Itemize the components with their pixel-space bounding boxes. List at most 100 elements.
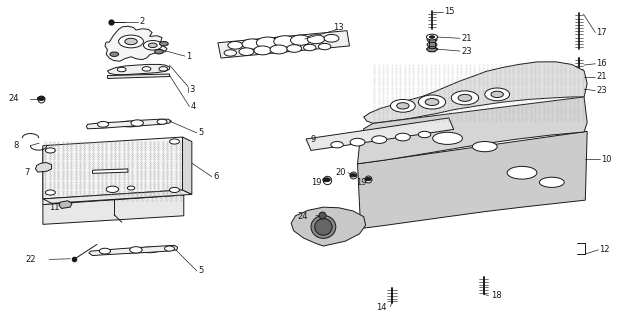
- Circle shape: [239, 48, 254, 55]
- Text: 21: 21: [461, 34, 471, 43]
- Circle shape: [45, 148, 55, 153]
- Polygon shape: [89, 245, 177, 256]
- Circle shape: [397, 103, 409, 109]
- Ellipse shape: [472, 141, 497, 152]
- Text: 4: 4: [190, 102, 196, 111]
- Text: 17: 17: [596, 28, 607, 37]
- Ellipse shape: [507, 166, 537, 179]
- Text: 14: 14: [376, 303, 387, 312]
- Circle shape: [451, 91, 478, 105]
- Polygon shape: [105, 26, 167, 61]
- Text: 24: 24: [297, 212, 308, 221]
- Circle shape: [130, 247, 142, 253]
- Polygon shape: [427, 47, 438, 52]
- Circle shape: [98, 122, 109, 127]
- Polygon shape: [364, 62, 587, 123]
- Circle shape: [170, 139, 179, 144]
- Text: 7: 7: [24, 168, 30, 177]
- Polygon shape: [573, 87, 585, 92]
- Circle shape: [323, 178, 330, 182]
- Circle shape: [106, 186, 119, 193]
- Text: 19: 19: [311, 178, 322, 187]
- Circle shape: [430, 36, 435, 38]
- Ellipse shape: [311, 215, 336, 238]
- Circle shape: [256, 37, 279, 49]
- Circle shape: [270, 45, 287, 54]
- Circle shape: [160, 42, 169, 46]
- Circle shape: [485, 88, 509, 101]
- Polygon shape: [306, 118, 453, 150]
- Circle shape: [331, 141, 343, 148]
- Circle shape: [149, 43, 157, 48]
- Text: 19: 19: [356, 178, 366, 187]
- Circle shape: [254, 46, 271, 55]
- Text: 5: 5: [198, 266, 203, 276]
- Circle shape: [118, 67, 126, 72]
- Ellipse shape: [433, 132, 462, 144]
- Circle shape: [425, 99, 439, 106]
- Polygon shape: [93, 169, 128, 173]
- Text: 21: 21: [596, 72, 607, 81]
- Polygon shape: [43, 137, 182, 199]
- Circle shape: [290, 35, 310, 45]
- Circle shape: [119, 35, 144, 48]
- Text: 3: 3: [189, 85, 195, 94]
- Circle shape: [324, 35, 339, 42]
- Text: 6: 6: [213, 172, 218, 181]
- Polygon shape: [59, 201, 72, 208]
- Polygon shape: [218, 31, 350, 58]
- Text: 10: 10: [601, 155, 611, 164]
- Circle shape: [427, 34, 438, 40]
- Circle shape: [350, 174, 356, 177]
- Polygon shape: [86, 119, 172, 129]
- Circle shape: [142, 67, 151, 71]
- Circle shape: [287, 45, 302, 52]
- Circle shape: [159, 67, 168, 71]
- Text: 24: 24: [8, 94, 19, 103]
- Circle shape: [100, 248, 111, 254]
- Circle shape: [458, 94, 471, 101]
- Ellipse shape: [315, 219, 332, 235]
- Circle shape: [110, 52, 119, 56]
- Circle shape: [242, 39, 262, 49]
- Circle shape: [304, 44, 316, 51]
- Text: 23: 23: [461, 46, 472, 56]
- Polygon shape: [43, 195, 183, 224]
- Ellipse shape: [140, 247, 160, 253]
- Polygon shape: [43, 139, 183, 204]
- Text: 2: 2: [140, 17, 145, 26]
- Circle shape: [131, 120, 144, 126]
- Text: 23: 23: [596, 86, 607, 95]
- Text: 1: 1: [186, 52, 192, 60]
- Text: 11: 11: [49, 203, 60, 212]
- Circle shape: [350, 138, 365, 146]
- Circle shape: [144, 41, 162, 50]
- Text: 18: 18: [491, 291, 501, 300]
- Circle shape: [318, 44, 331, 50]
- Circle shape: [419, 95, 446, 109]
- Circle shape: [419, 131, 431, 138]
- Polygon shape: [291, 207, 366, 246]
- Circle shape: [170, 188, 179, 193]
- Polygon shape: [358, 131, 587, 228]
- Text: 22: 22: [26, 255, 36, 264]
- Circle shape: [128, 186, 135, 190]
- Circle shape: [427, 37, 437, 42]
- Ellipse shape: [118, 121, 142, 127]
- Circle shape: [45, 190, 55, 195]
- Circle shape: [228, 42, 243, 49]
- Text: 12: 12: [600, 245, 610, 254]
- Text: 20: 20: [336, 168, 346, 177]
- Circle shape: [307, 35, 325, 44]
- Text: 13: 13: [333, 23, 343, 32]
- Circle shape: [577, 75, 582, 78]
- Circle shape: [37, 97, 45, 100]
- Polygon shape: [108, 64, 170, 75]
- Text: 15: 15: [444, 7, 454, 16]
- Text: 5: 5: [198, 128, 203, 137]
- Circle shape: [224, 50, 236, 56]
- Circle shape: [155, 50, 164, 54]
- Circle shape: [391, 100, 415, 112]
- Polygon shape: [43, 190, 192, 203]
- Circle shape: [165, 246, 174, 251]
